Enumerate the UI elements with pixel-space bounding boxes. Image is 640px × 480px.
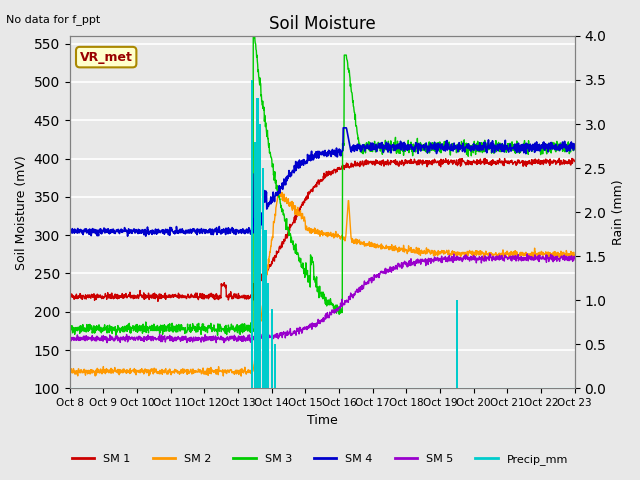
- Bar: [267, 283, 269, 388]
- Bar: [253, 142, 256, 388]
- Y-axis label: Soil Moisture (mV): Soil Moisture (mV): [15, 155, 28, 269]
- Bar: [257, 97, 259, 388]
- Bar: [262, 168, 264, 388]
- Legend: SM 1, SM 2, SM 3, SM 4, SM 5, Precip_mm: SM 1, SM 2, SM 3, SM 4, SM 5, Precip_mm: [68, 450, 572, 469]
- X-axis label: Time: Time: [307, 414, 337, 427]
- Bar: [274, 344, 276, 388]
- Bar: [251, 80, 253, 388]
- Bar: [264, 230, 267, 388]
- Title: Soil Moisture: Soil Moisture: [269, 15, 376, 33]
- Text: No data for f_ppt: No data for f_ppt: [6, 14, 100, 25]
- Text: VR_met: VR_met: [80, 50, 132, 64]
- Bar: [271, 309, 273, 388]
- Y-axis label: Rain (mm): Rain (mm): [612, 180, 625, 245]
- Bar: [456, 300, 458, 388]
- Bar: [259, 124, 261, 388]
